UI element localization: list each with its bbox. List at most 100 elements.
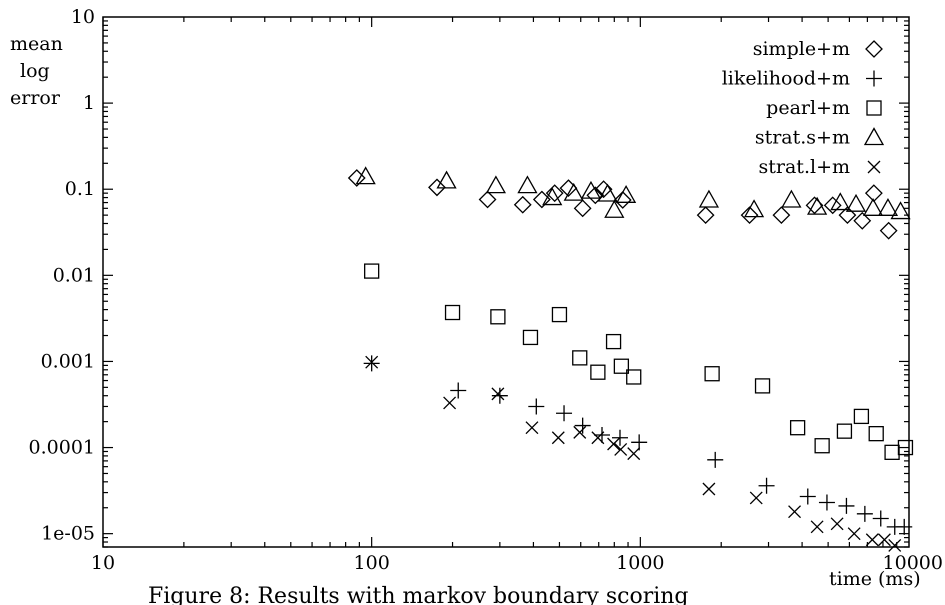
legend-label-pearl-m: pearl+m: [766, 97, 850, 119]
point-simple-m: [879, 221, 898, 240]
point-pearl-m: [754, 378, 771, 394]
legend-marker-strat-s-m: [863, 127, 885, 146]
point-likelihood-m: [707, 451, 724, 468]
point-strat-s-m: [517, 175, 538, 194]
point-likelihood-m: [818, 494, 835, 511]
point-likelihood-m: [528, 398, 545, 415]
legend-marker-simple-m: [865, 40, 883, 58]
point-strat-s-m: [580, 180, 602, 199]
y-tick-label: 0.0001: [29, 437, 95, 459]
point-strat-l-m: [614, 443, 628, 456]
point-pearl-m: [814, 438, 830, 454]
point-likelihood-m: [450, 382, 467, 399]
point-strat-l-m: [591, 431, 605, 445]
point-strat-l-m: [365, 355, 379, 369]
point-strat-l-m: [888, 538, 902, 552]
point-simple-m: [772, 206, 791, 225]
point-strat-s-m: [615, 184, 637, 203]
point-pearl-m: [836, 423, 853, 439]
point-pearl-m: [704, 366, 720, 382]
legend-marker-pearl-m: [866, 100, 882, 116]
point-strat-l-m: [847, 527, 861, 541]
point-strat-s-m: [830, 192, 851, 211]
point-simple-m: [864, 184, 883, 203]
point-likelihood-m: [594, 426, 611, 443]
point-likelihood-m: [838, 497, 855, 514]
x-tick-label: 1000: [616, 552, 664, 574]
point-likelihood-m: [363, 355, 380, 372]
point-strat-s-m: [890, 201, 911, 220]
point-strat-l-m: [810, 520, 824, 534]
y-tick-label: 0.01: [53, 264, 95, 286]
point-strat-l-m: [865, 533, 879, 547]
figure-caption: Figure 8: Results with markov boundary s…: [148, 584, 689, 605]
point-pearl-m: [444, 304, 461, 321]
point-strat-l-m: [573, 425, 587, 439]
point-likelihood-m: [856, 505, 873, 522]
point-strat-s-m: [807, 196, 828, 215]
point-simple-m: [838, 206, 857, 225]
point-simple-m: [613, 191, 632, 209]
point-pearl-m: [490, 309, 506, 325]
point-simple-m: [740, 206, 759, 225]
point-likelihood-m: [611, 429, 628, 446]
y-tick-label: 0.001: [41, 350, 95, 372]
point-pearl-m: [789, 420, 806, 436]
axis-ticks: [102, 17, 909, 548]
point-strat-l-m: [491, 387, 505, 401]
point-strat-s-m: [355, 166, 376, 185]
x-tick-label: 100: [354, 552, 390, 574]
y-tick-label: 1e-05: [41, 523, 95, 545]
legend-label-likelihood-m: likelihood+m: [722, 68, 850, 90]
legend-label-strat-s-m: strat.s+m: [755, 127, 850, 149]
legend-marker-strat-l-m: [867, 160, 881, 174]
point-pearl-m: [522, 329, 539, 346]
y-axis-title-line-3: error: [10, 87, 61, 109]
point-strat-s-m: [604, 199, 625, 218]
point-pearl-m: [884, 444, 900, 460]
point-pearl-m: [897, 439, 914, 456]
y-tick-label: 1: [83, 92, 95, 114]
point-strat-l-m: [749, 491, 763, 505]
point-pearl-m: [626, 369, 642, 385]
point-likelihood-m: [896, 518, 913, 535]
x-tick-label: 10: [91, 552, 115, 574]
point-simple-m: [853, 211, 872, 230]
point-strat-s-m: [845, 193, 867, 212]
point-simple-m: [823, 196, 842, 215]
point-pearl-m: [364, 263, 380, 279]
point-strat-l-m: [627, 447, 641, 461]
y-axis-title-line-1: mean: [10, 33, 63, 55]
point-strat-s-m: [563, 182, 584, 201]
point-strat-s-m: [781, 189, 802, 208]
x-axis-title: time (ms): [829, 568, 921, 590]
point-strat-s-m: [542, 187, 563, 206]
point-pearl-m: [590, 364, 606, 380]
x-tick-label: 10000: [883, 552, 943, 574]
point-simple-m: [513, 195, 532, 214]
legend: simple+m likelihood+m pearl+m strat.s+m stra…: [722, 38, 885, 178]
point-simple-m: [545, 184, 564, 203]
legend-marker-likelihood-m: [866, 70, 882, 87]
legend-label-strat-l-m: strat.l+m: [759, 156, 850, 178]
point-simple-m: [586, 186, 605, 205]
point-likelihood-m: [556, 405, 573, 422]
point-likelihood-m: [758, 477, 775, 494]
point-simple-m: [478, 190, 497, 209]
point-strat-l-m: [551, 431, 565, 445]
point-strat-s-m: [436, 170, 457, 189]
point-likelihood-m: [574, 417, 591, 434]
point-pearl-m: [572, 350, 588, 366]
data-points: [347, 166, 914, 552]
point-strat-l-m: [877, 533, 891, 547]
point-strat-l-m: [607, 437, 621, 451]
point-pearl-m: [853, 408, 870, 425]
point-strat-s-m: [597, 183, 618, 202]
legend-label-simple-m: simple+m: [753, 38, 850, 60]
point-likelihood-m: [799, 488, 816, 505]
point-strat-s-m: [698, 189, 720, 208]
y-tick-label: 10: [71, 6, 95, 28]
point-strat-s-m: [743, 199, 765, 218]
point-simple-m: [573, 199, 592, 218]
